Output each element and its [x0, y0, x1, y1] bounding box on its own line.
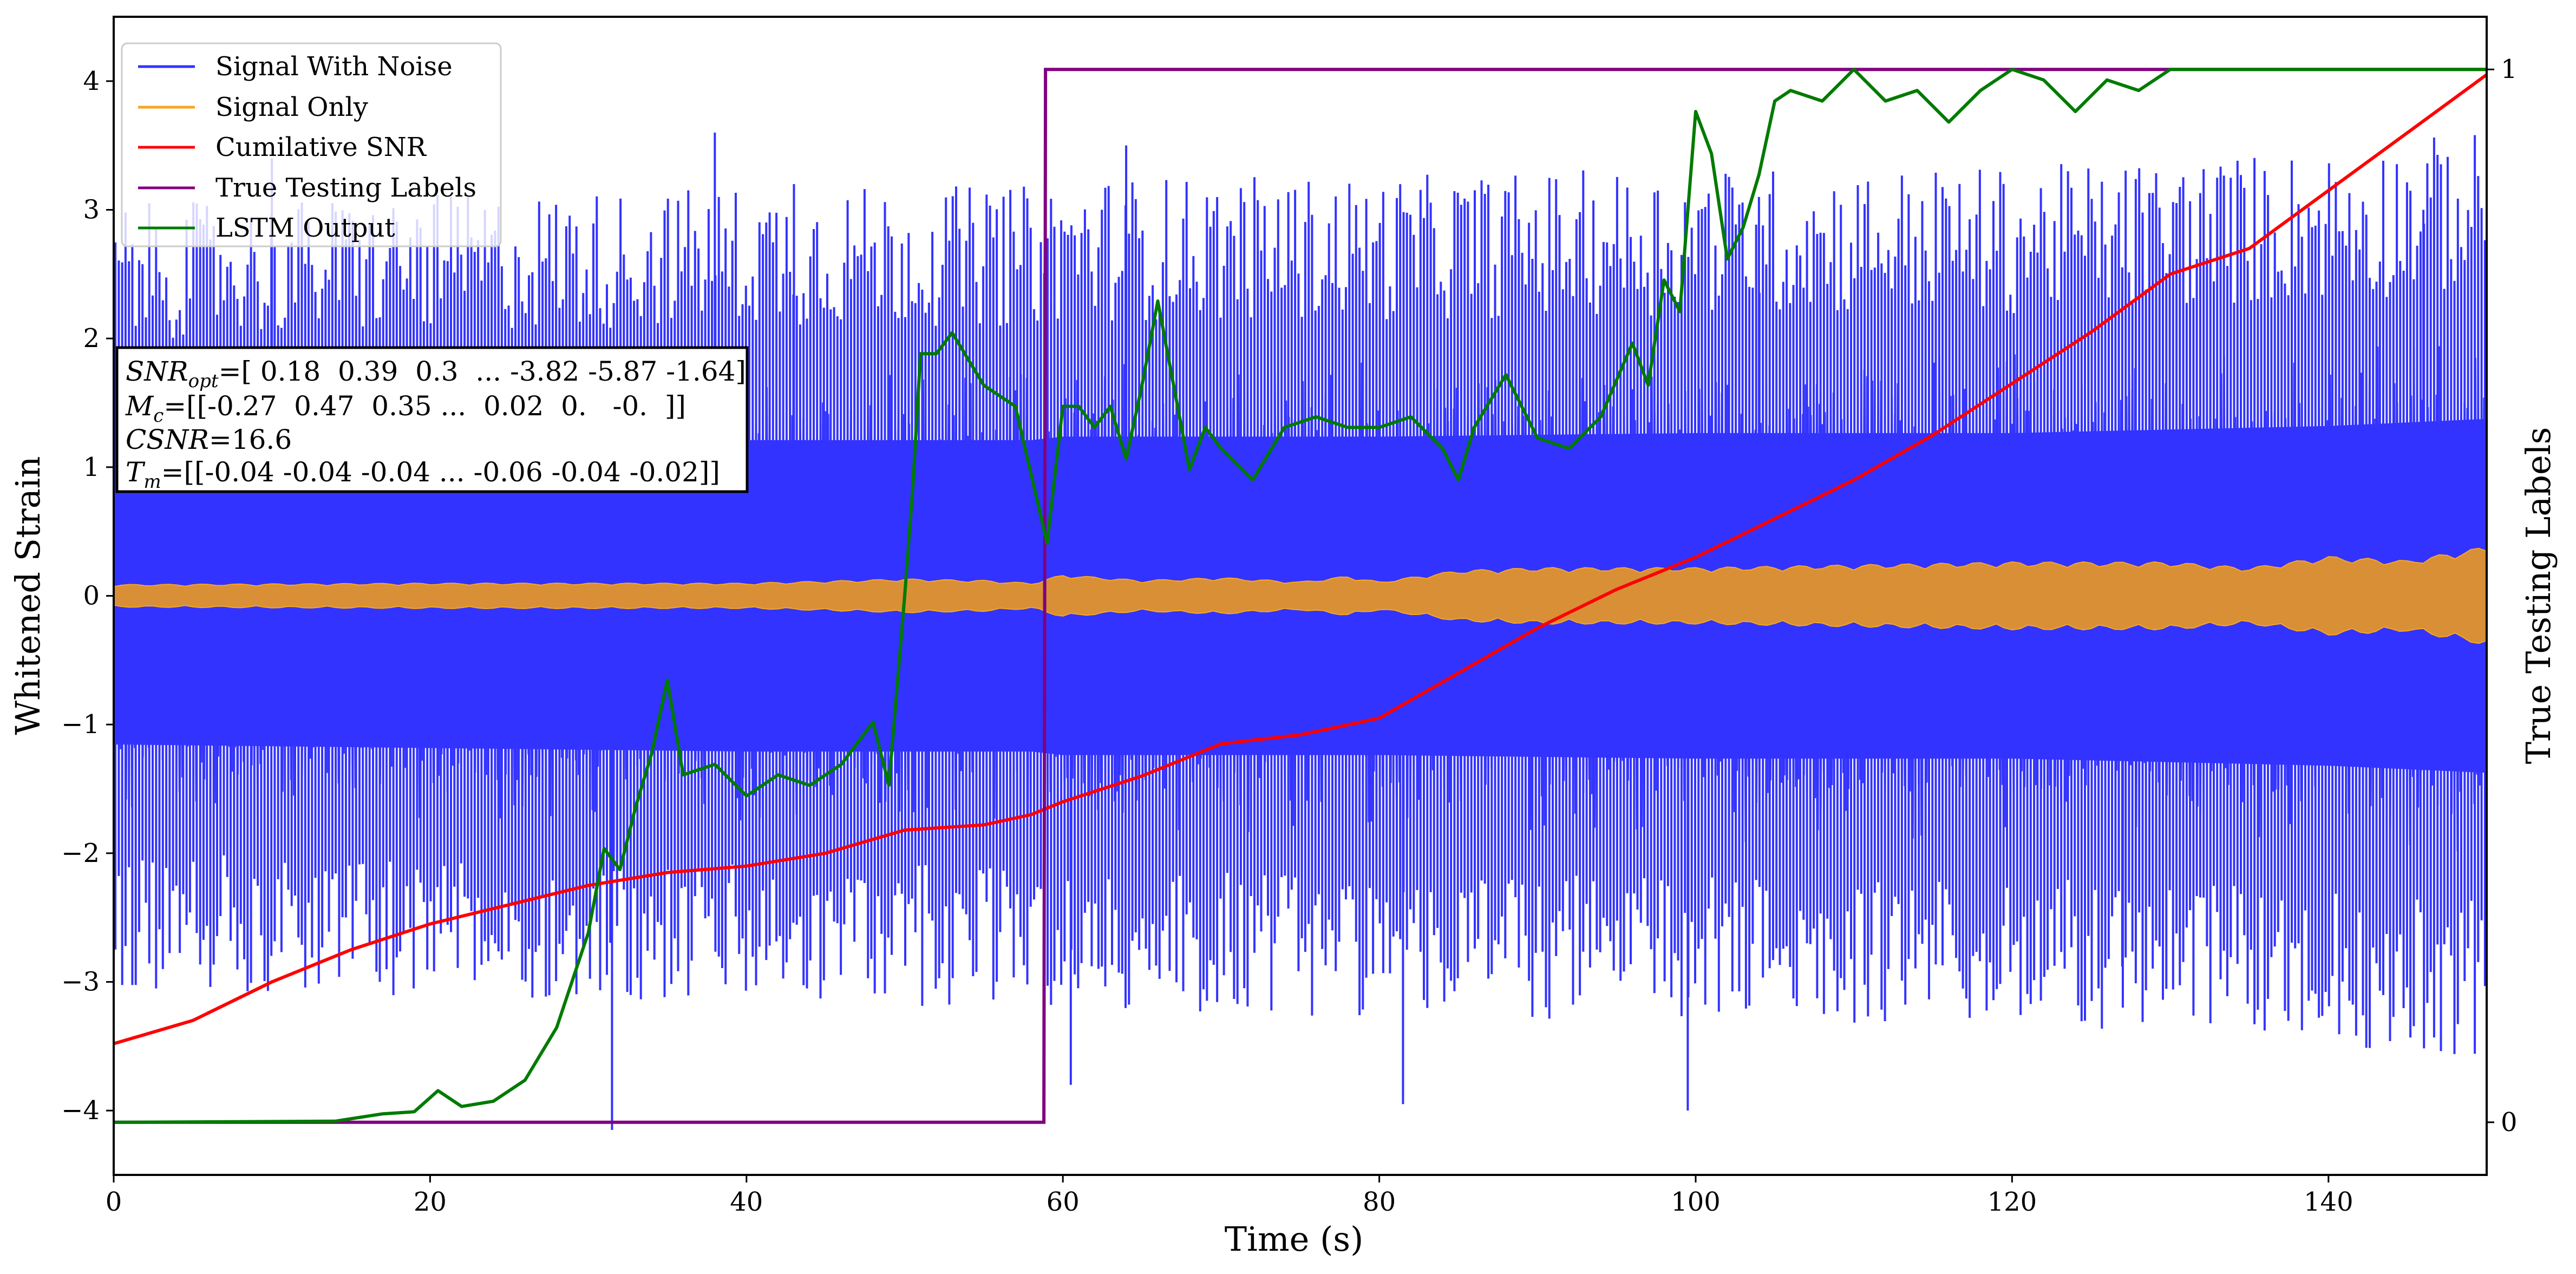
y2-tick-label: 1	[2501, 54, 2518, 84]
annotation-snr-opt-symbol: SNR	[126, 356, 188, 387]
x-tick-label: 100	[1671, 1187, 1721, 1217]
y-tick-label: 4	[83, 66, 100, 96]
series-cumilative-snr-line	[114, 73, 2487, 1046]
y2-tick-label: 0	[2501, 1107, 2518, 1138]
annotation-tm-symbol: T	[126, 456, 146, 488]
x-tick-label: 140	[2304, 1187, 2353, 1217]
annotation-box: SNRopt=[ 0.18 0.39 0.3 ... -3.82 -5.87 -…	[115, 346, 749, 493]
annotation-tm-sub: m	[143, 471, 161, 493]
plot-area	[114, 17, 2487, 1175]
legend-label-cumilative-snr: Cumilative SNR	[215, 132, 427, 162]
legend-box	[121, 42, 502, 247]
y-tick-label: 3	[83, 195, 100, 225]
annotation-csnr: CSNR=16.6	[126, 424, 292, 455]
x-tick-label: 40	[730, 1187, 763, 1217]
plot-series-group	[114, 68, 2487, 1130]
annotation-mc: Mc=[[-0.27 0.47 0.35 ... 0.02 0. -0. ]]	[125, 390, 686, 427]
y-tick-label: −3	[61, 967, 100, 997]
y-tick-label: −4	[61, 1095, 100, 1126]
y-tick-label: −2	[61, 838, 100, 868]
x-axis-label: Time (s)	[1225, 1219, 1364, 1259]
legend-label-signal-only: Signal Only	[215, 92, 368, 122]
annotation-snr-opt: SNRopt=[ 0.18 0.39 0.3 ... -3.82 -5.87 -…	[126, 356, 746, 392]
legend-label-lstm-output: LSTM Output	[215, 213, 395, 243]
annotation-snr-opt-sub: opt	[188, 370, 219, 392]
annotation-csnr-symbol: CSNR	[126, 424, 209, 455]
x-tick-label: 60	[1047, 1187, 1080, 1217]
y-tick-label: −1	[61, 709, 100, 740]
annotation-tm-value: =[[-0.04 -0.04 -0.04 ... -0.06 -0.04 -0.…	[161, 456, 720, 488]
annotation-tm: Tm=[[-0.04 -0.04 -0.04 ... -0.06 -0.04 -…	[126, 456, 720, 493]
x-tick-label: 120	[1987, 1187, 2037, 1217]
legend: Signal With Noise Signal Only Cumilative…	[121, 42, 502, 247]
y-tick-label: 1	[83, 452, 100, 482]
annotation-frame	[115, 346, 749, 493]
series-true-testing-labels-line	[114, 68, 2487, 1124]
annotation-mc-symbol: M	[125, 390, 154, 422]
x-tick-label: 0	[106, 1187, 122, 1217]
annotation-mc-sub: c	[153, 405, 164, 427]
y-tick-label: 0	[83, 581, 100, 611]
y2-axis-label: True Testing Labels	[2519, 427, 2558, 765]
x-tick-label: 80	[1363, 1187, 1396, 1217]
y-tick-label: 2	[83, 323, 100, 354]
y-axis-label: Whitened Strain	[8, 456, 48, 735]
legend-label-true-testing-labels: True Testing Labels	[215, 173, 476, 203]
x-tick-label: 20	[414, 1187, 447, 1217]
annotation-csnr-value: =16.6	[209, 424, 292, 455]
series-lstm-output-line	[114, 68, 2487, 1124]
annotation-mc-value: =[[-0.27 0.47 0.35 ... 0.02 0. -0. ]]	[164, 390, 686, 422]
annotation-snr-opt-value: =[ 0.18 0.39 0.3 ... -3.82 -5.87 -1.64]	[219, 356, 746, 387]
legend-label-signal-with-noise: Signal With Noise	[215, 51, 453, 82]
